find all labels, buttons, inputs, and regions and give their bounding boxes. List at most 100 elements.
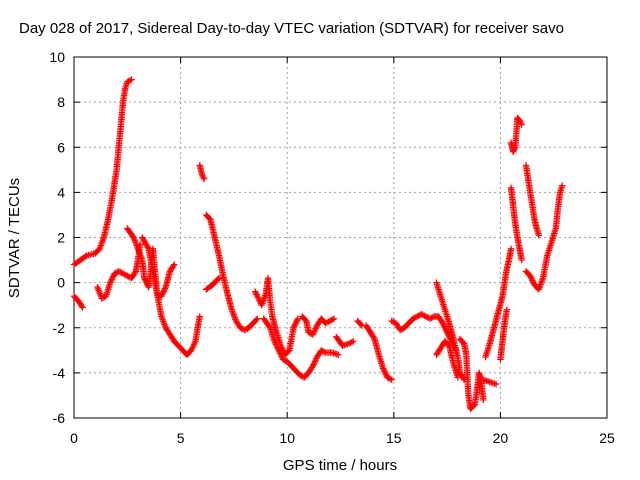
data-point-marker xyxy=(296,371,304,379)
data-point-marker xyxy=(275,347,282,354)
data-point-marker xyxy=(510,147,518,154)
grid-lines xyxy=(74,57,607,418)
data-point-marker xyxy=(419,311,427,319)
data-point-marker xyxy=(191,339,199,346)
data-point-marker xyxy=(98,295,105,302)
data-point-marker xyxy=(387,375,394,383)
data-point-marker xyxy=(122,271,130,279)
data-point-marker xyxy=(190,342,197,349)
data-point-marker xyxy=(388,317,395,325)
data-point-marker xyxy=(439,320,447,327)
x-tick-label: 10 xyxy=(279,430,295,446)
data-point-marker xyxy=(428,314,435,322)
data-point-marker xyxy=(415,312,422,319)
data-point-marker xyxy=(422,313,429,320)
data-point-marker xyxy=(242,326,250,333)
data-point-marker xyxy=(144,244,152,251)
x-axis-label: GPS time / hours xyxy=(283,457,397,474)
data-point-marker xyxy=(237,324,244,331)
x-tick-label: 15 xyxy=(386,430,402,446)
data-point-marker xyxy=(507,245,515,252)
data-point-marker xyxy=(118,269,125,277)
data-marks xyxy=(70,76,566,413)
data-point-marker xyxy=(292,320,299,327)
data-point-marker xyxy=(559,182,566,189)
data-point-marker xyxy=(279,356,287,363)
data-point-marker xyxy=(470,402,477,409)
data-point-marker xyxy=(129,233,136,240)
data-point-marker xyxy=(238,325,245,332)
data-point-marker xyxy=(290,324,297,331)
data-point-marker xyxy=(277,351,285,359)
data-point-marker xyxy=(440,321,447,328)
data-point-marker xyxy=(348,338,356,346)
data-point-marker xyxy=(142,277,149,285)
data-point-marker xyxy=(121,271,128,278)
data-point-marker xyxy=(124,78,131,86)
data-point-marker xyxy=(272,341,280,348)
data-point-marker xyxy=(323,319,331,326)
y-tick-label: -2 xyxy=(53,320,66,336)
data-point-marker xyxy=(124,272,131,280)
data-point-marker xyxy=(188,345,196,353)
x-tick-label: 25 xyxy=(599,430,615,446)
data-point-marker xyxy=(412,314,420,321)
data-point-marker xyxy=(345,340,353,347)
data-point-marker xyxy=(319,347,326,355)
data-point-marker xyxy=(357,321,364,328)
y-axis-label: SDTVAR / TECUs xyxy=(6,178,23,298)
data-point-marker xyxy=(119,270,127,277)
data-point-marker xyxy=(309,362,316,370)
data-point-marker xyxy=(190,341,198,348)
data-point-marker xyxy=(131,269,139,276)
data-point-marker xyxy=(305,329,312,336)
data-point-marker xyxy=(535,232,542,239)
data-point-marker xyxy=(285,348,292,355)
axis-ticks: 0 5 10 15 20 25 -6 -4 -2 0 2 4 6 8 10 xyxy=(49,49,615,446)
data-point-marker xyxy=(509,148,517,155)
data-point-marker xyxy=(107,277,115,285)
y-tick-label: -6 xyxy=(53,410,66,426)
data-point-marker xyxy=(161,285,169,292)
data-point-marker xyxy=(380,366,388,374)
x-tick-label: 20 xyxy=(493,430,509,446)
data-point-marker xyxy=(411,314,418,322)
data-point-marker xyxy=(418,311,425,318)
data-point-marker xyxy=(276,348,283,356)
data-point-marker xyxy=(274,344,281,351)
data-point-marker xyxy=(311,359,318,367)
data-point-marker xyxy=(271,339,279,346)
data-point-marker xyxy=(200,174,207,181)
data-point-marker xyxy=(503,306,510,313)
data-point-marker xyxy=(388,376,395,383)
data-point-marker xyxy=(198,171,206,178)
data-point-marker xyxy=(196,313,203,320)
data-point-marker xyxy=(274,345,282,353)
data-point-marker xyxy=(421,312,428,319)
chart-title: Day 028 of 2017, Sidereal Day-to-day VTE… xyxy=(19,20,564,37)
data-point-marker xyxy=(312,356,319,364)
data-point-marker xyxy=(517,119,525,127)
data-point-marker xyxy=(385,374,393,382)
data-point-marker xyxy=(309,331,316,338)
data-point-marker xyxy=(445,332,452,339)
data-point-marker xyxy=(382,371,390,378)
data-point-marker xyxy=(350,338,357,345)
data-point-marker xyxy=(511,145,518,152)
y-tick-label: -4 xyxy=(53,365,66,381)
data-point-marker xyxy=(370,334,377,341)
data-point-marker xyxy=(253,316,260,324)
data-point-marker xyxy=(441,323,448,330)
data-point-marker xyxy=(429,314,437,321)
data-point-marker xyxy=(241,326,248,334)
data-point-marker xyxy=(329,316,336,323)
data-point-marker xyxy=(517,118,524,125)
data-point-marker xyxy=(424,314,431,321)
data-point-marker xyxy=(206,215,213,222)
y-tick-label: 0 xyxy=(57,275,65,291)
data-point-marker xyxy=(266,323,273,330)
data-point-marker xyxy=(115,268,122,275)
data-point-marker xyxy=(107,279,114,286)
data-point-marker xyxy=(273,342,280,349)
